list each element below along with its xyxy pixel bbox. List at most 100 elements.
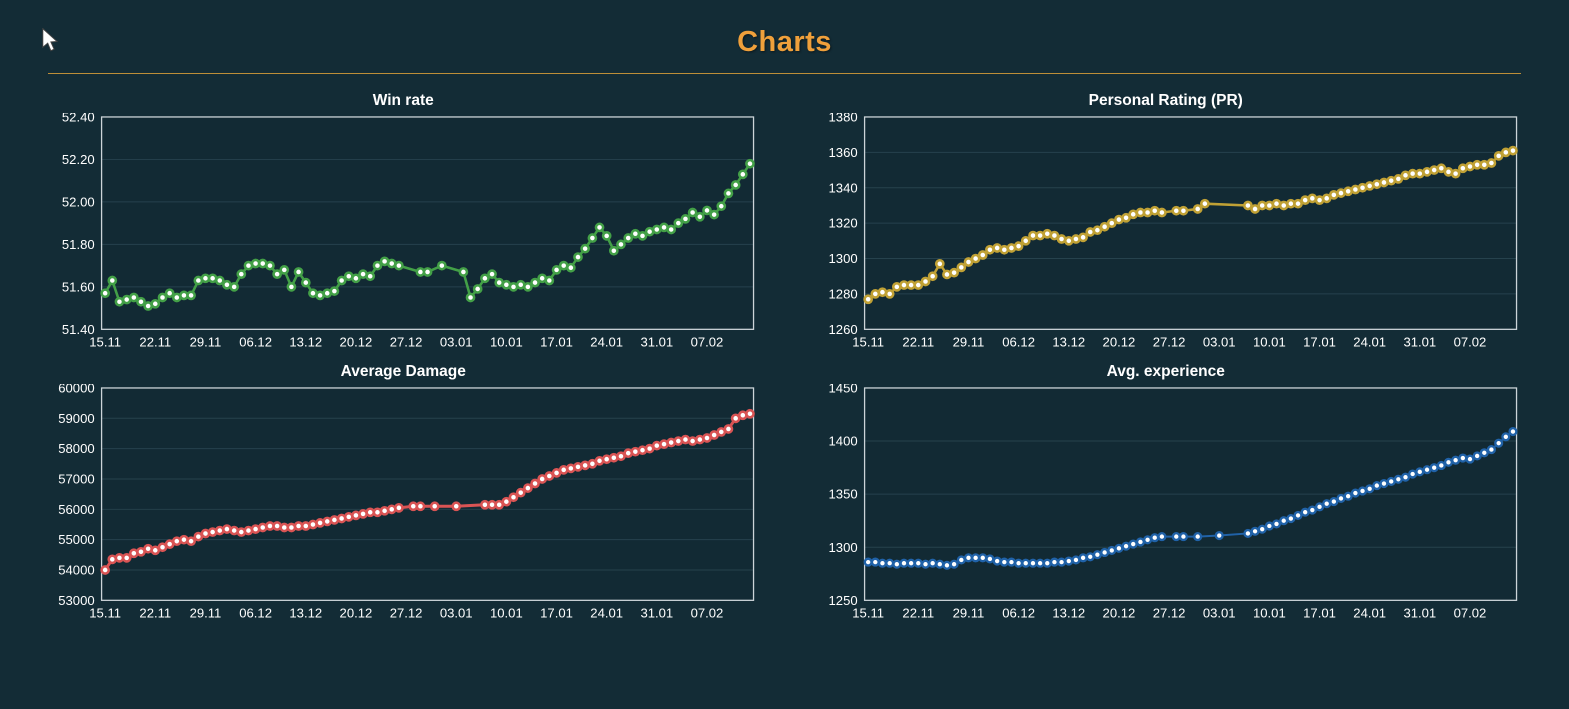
data-point-marker[interactable] [1027,558,1038,568]
data-point-marker[interactable] [1249,204,1260,214]
data-point-marker[interactable] [1271,519,1281,529]
data-point-marker[interactable] [963,553,973,563]
data-point-marker[interactable] [906,558,916,568]
data-point-marker[interactable] [891,559,901,569]
data-point-marker[interactable] [1328,497,1338,507]
data-point-marker[interactable] [934,559,944,569]
data-point-marker[interactable] [1479,448,1489,458]
data-point-marker[interactable] [863,557,873,567]
data-point-marker[interactable] [1106,218,1117,229]
personal-rating-chart-plot[interactable]: 1260 1280 1300 1320 1340 1360 1380 15.11 22.11 29… [811,113,1522,353]
data-point-marker[interactable] [1120,212,1131,223]
data-point-marker[interactable] [121,553,132,563]
data-point-marker[interactable] [415,501,426,512]
data-point-marker[interactable] [877,558,887,568]
data-point-marker[interactable] [544,275,555,286]
data-point-marker[interactable] [351,273,361,284]
average-damage-chart-plot[interactable]: 53000 54000 55000 56000 57000 58000 59000 60000… [48,384,759,624]
data-point-marker[interactable] [920,276,930,287]
data-point-marker[interactable] [594,222,605,233]
data-point-marker[interactable] [1457,453,1467,463]
data-point-marker[interactable] [1364,484,1374,494]
data-point-marker[interactable] [702,205,712,216]
data-point-marker[interactable] [1135,537,1145,547]
data-point-marker[interactable] [1092,550,1102,560]
data-point-marker[interactable] [1199,198,1210,209]
data-point-marker[interactable] [1500,432,1510,442]
data-point-marker[interactable] [1407,469,1417,479]
data-point-marker[interactable] [1392,174,1403,184]
data-point-marker[interactable] [1264,521,1274,531]
data-point-marker[interactable] [1507,145,1518,156]
data-point-marker[interactable] [1020,235,1031,246]
data-point-marker[interactable] [941,560,952,571]
data-point-marker[interactable] [422,267,433,277]
data-point-marker[interactable] [1099,548,1109,558]
data-point-marker[interactable] [523,281,533,292]
data-point-marker[interactable] [1192,204,1203,214]
data-point-marker[interactable] [1472,451,1482,461]
data-point-marker[interactable] [1386,477,1396,487]
data-point-marker[interactable] [136,296,146,307]
data-point-marker[interactable] [265,260,275,271]
data-point-marker[interactable] [963,257,973,267]
data-point-marker[interactable] [637,230,648,241]
data-point-marker[interactable] [451,501,462,512]
data-point-marker[interactable] [480,273,490,284]
data-point-marker[interactable] [1192,532,1202,542]
data-point-marker[interactable] [1378,479,1389,489]
data-point-marker[interactable] [1321,499,1331,509]
data-point-marker[interactable] [955,262,966,273]
data-point-marker[interactable] [687,207,698,218]
data-point-marker[interactable] [1113,543,1123,554]
data-point-marker[interactable] [1493,438,1503,448]
data-point-marker[interactable] [279,265,290,275]
data-point-marker[interactable] [870,557,880,567]
data-point-marker[interactable] [1156,207,1167,218]
data-point-marker[interactable] [898,558,909,568]
data-point-marker[interactable] [365,271,376,282]
data-point-marker[interactable] [1106,545,1116,556]
data-point-marker[interactable] [1020,558,1030,568]
data-point-marker[interactable] [300,277,311,288]
data-point-marker[interactable] [1042,558,1052,568]
data-point-marker[interactable] [927,271,938,282]
data-point-marker[interactable] [1013,558,1023,568]
data-point-marker[interactable] [1077,232,1088,243]
data-point-marker[interactable] [737,169,748,180]
data-point-marker[interactable] [1314,502,1324,512]
data-point-marker[interactable] [1178,205,1188,216]
data-point-marker[interactable] [508,492,519,503]
data-point-marker[interactable] [956,555,966,565]
data-point-marker[interactable] [157,292,168,303]
data-point-marker[interactable] [164,288,175,299]
data-point-marker[interactable] [286,281,297,292]
data-point-marker[interactable] [1421,465,1432,475]
data-point-marker[interactable] [530,277,540,288]
data-point-marker[interactable] [601,230,612,241]
data-point-marker[interactable] [465,292,476,303]
data-point-marker[interactable] [1493,151,1504,161]
data-point-marker[interactable] [884,289,895,299]
data-point-marker[interactable] [1156,532,1166,542]
data-point-marker[interactable] [1507,427,1518,437]
data-point-marker[interactable] [723,188,734,199]
data-point-marker[interactable] [1335,493,1346,504]
data-point-marker[interactable] [1285,514,1295,524]
data-point-marker[interactable] [1486,158,1496,168]
data-point-marker[interactable] [927,558,937,568]
data-point-marker[interactable] [1249,526,1260,536]
data-point-marker[interactable] [1099,221,1109,232]
data-point-marker[interactable] [1278,516,1288,526]
data-point-marker[interactable] [1414,467,1424,477]
data-point-marker[interactable] [1450,168,1460,179]
data-point-marker[interactable] [694,211,705,222]
data-point-marker[interactable] [1486,445,1496,455]
data-point-marker[interactable] [1400,472,1410,482]
data-point-marker[interactable] [100,565,111,575]
data-point-marker[interactable] [186,290,196,301]
data-point-marker[interactable] [977,250,988,260]
data-point-marker[interactable] [107,275,118,286]
data-point-marker[interactable] [920,559,930,569]
data-point-marker[interactable] [680,214,691,224]
